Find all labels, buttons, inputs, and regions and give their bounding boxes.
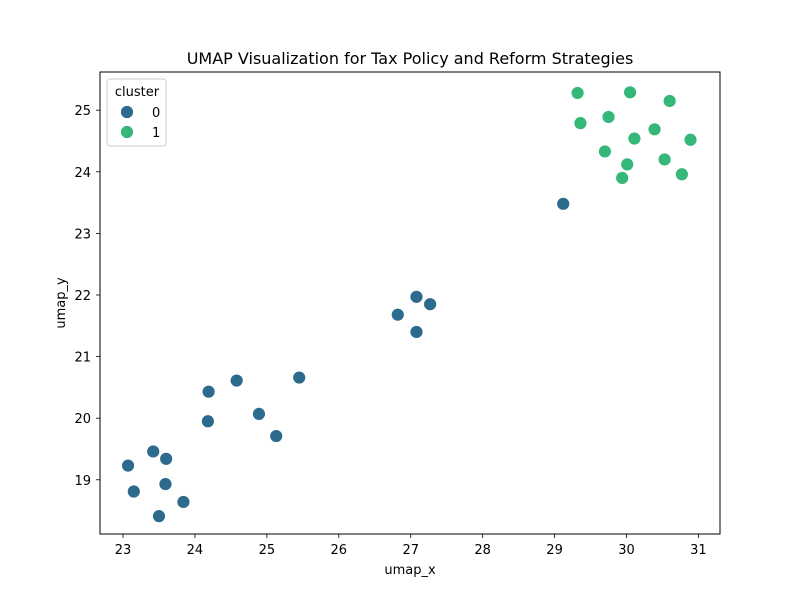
legend-label-cluster-0: 0 — [152, 106, 160, 121]
data-point-cluster-0 — [201, 384, 216, 399]
x-tick-label: 23 — [115, 543, 132, 558]
data-point-cluster-0 — [152, 509, 166, 524]
data-point-cluster-1 — [570, 86, 585, 100]
data-point-cluster-0 — [409, 289, 424, 304]
data-point-cluster-1 — [662, 94, 677, 108]
x-tick-label: 24 — [187, 543, 204, 558]
data-point-cluster-1 — [674, 167, 689, 182]
y-tick-label: 19 — [74, 474, 91, 489]
y-axis-label: umap_y — [54, 277, 69, 329]
data-point-cluster-1 — [683, 132, 698, 147]
x-tick-label: 29 — [546, 543, 563, 558]
y-axis: 19 20 21 22 23 24 25 — [74, 104, 100, 489]
data-point-cluster-1 — [623, 85, 637, 100]
data-point-cluster-0 — [423, 297, 438, 312]
data-point-cluster-1 — [573, 116, 588, 131]
data-point-cluster-0 — [229, 373, 244, 388]
data-point-cluster-0 — [159, 451, 174, 466]
chart-title: UMAP Visualization for Tax Policy and Re… — [187, 49, 634, 68]
data-point-cluster-1 — [598, 144, 612, 159]
x-tick-label: 26 — [331, 543, 348, 558]
x-tick-label: 30 — [618, 543, 635, 558]
data-point-cluster-0 — [409, 325, 424, 339]
data-point-cluster-1 — [627, 131, 642, 146]
data-point-cluster-0 — [556, 196, 571, 211]
x-tick-label: 27 — [402, 543, 419, 558]
legend-marker-cluster-0 — [120, 105, 134, 119]
legend-title: cluster — [115, 85, 160, 100]
legend: cluster 0 1 — [106, 78, 167, 147]
data-point-cluster-0 — [269, 429, 284, 443]
points-layer — [121, 85, 698, 524]
data-point-cluster-0 — [176, 495, 191, 509]
data-point-cluster-0 — [158, 477, 173, 492]
x-tick-label: 28 — [474, 543, 491, 558]
y-tick-label: 22 — [74, 289, 91, 304]
y-tick-label: 24 — [74, 166, 91, 181]
y-tick-label: 23 — [74, 227, 91, 242]
data-point-cluster-0 — [292, 370, 307, 385]
legend-marker-cluster-1 — [120, 125, 134, 139]
y-tick-label: 21 — [74, 351, 91, 366]
data-point-cluster-1 — [647, 122, 662, 137]
y-tick-label: 25 — [74, 104, 91, 119]
x-axis: 23 24 25 26 27 28 29 30 31 — [115, 534, 707, 558]
data-point-cluster-0 — [126, 484, 141, 499]
data-point-cluster-1 — [615, 171, 630, 185]
data-point-cluster-1 — [657, 152, 672, 167]
x-tick-label: 31 — [690, 543, 707, 558]
data-point-cluster-0 — [121, 458, 135, 473]
plot-frame — [99, 71, 721, 535]
x-axis-label: umap_x — [384, 563, 436, 578]
data-point-cluster-0 — [200, 414, 215, 429]
data-point-cluster-1 — [601, 110, 616, 124]
legend-label-cluster-1: 1 — [152, 126, 160, 141]
data-point-cluster-0 — [252, 406, 266, 421]
data-point-cluster-0 — [390, 307, 405, 322]
data-point-cluster-0 — [146, 444, 161, 459]
y-tick-label: 20 — [74, 412, 91, 427]
x-tick-label: 25 — [259, 543, 276, 558]
data-point-cluster-1 — [620, 157, 635, 172]
